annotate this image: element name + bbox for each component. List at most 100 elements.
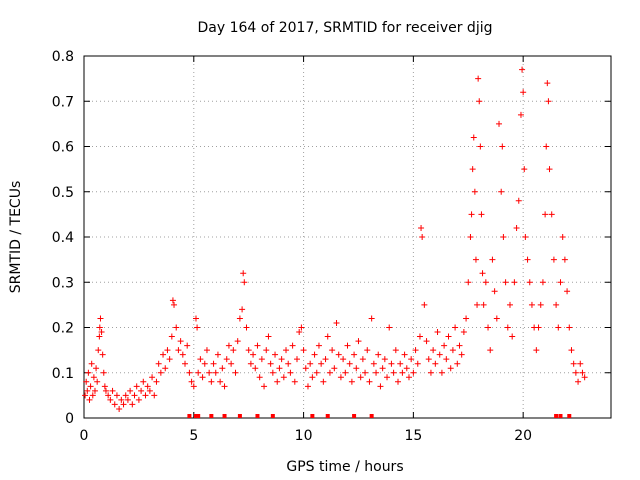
data-point (307, 360, 314, 367)
data-point (375, 351, 382, 358)
data-point (322, 356, 329, 363)
data-point (443, 356, 450, 363)
data-point (138, 387, 145, 394)
data-point (476, 98, 483, 105)
data-point (87, 383, 94, 390)
data-point (570, 360, 577, 367)
data-point (452, 324, 459, 331)
data-point (258, 356, 265, 363)
data-point (421, 301, 428, 308)
x-tick-label: 0 (80, 428, 89, 444)
data-point (283, 347, 290, 354)
data-point (405, 374, 412, 381)
data-point (140, 378, 147, 385)
data-point (500, 234, 507, 240)
data-point (221, 383, 228, 390)
data-point (520, 89, 527, 96)
data-point (436, 351, 443, 358)
data-point (287, 369, 294, 376)
data-point (425, 356, 432, 363)
data-point (109, 387, 116, 394)
data-point (441, 342, 448, 349)
data-point (418, 224, 425, 231)
data-point (315, 342, 322, 349)
data-points (82, 66, 588, 412)
data-point (513, 224, 520, 231)
data-point (208, 378, 215, 385)
data-point (381, 356, 388, 363)
data-point (524, 256, 531, 263)
data-point (223, 356, 230, 363)
data-point (302, 365, 309, 372)
data-point (388, 360, 395, 367)
gap-marker (567, 414, 572, 418)
data-point (210, 360, 217, 367)
data-point (234, 338, 241, 345)
data-point (228, 360, 235, 367)
data-point (184, 342, 191, 349)
gap-marker (222, 414, 227, 418)
data-point (412, 347, 419, 354)
data-point (568, 347, 575, 354)
data-point (124, 396, 131, 403)
data-point (98, 329, 105, 336)
data-point (272, 351, 279, 358)
data-point (199, 374, 206, 381)
data-point (506, 301, 513, 308)
data-point (111, 401, 118, 408)
data-point (206, 369, 213, 376)
data-point (499, 143, 506, 150)
data-point (485, 324, 492, 331)
gap-markers (187, 414, 572, 418)
data-point (105, 392, 112, 399)
data-point (353, 365, 360, 372)
data-point (214, 351, 221, 358)
data-point (82, 392, 89, 399)
data-point (474, 301, 481, 308)
data-point (579, 369, 586, 376)
gap-marker (193, 414, 198, 418)
data-point (553, 301, 560, 308)
data-point (95, 347, 102, 354)
data-point (236, 315, 243, 322)
data-point (197, 356, 204, 363)
gap-marker (196, 414, 201, 418)
data-point (225, 342, 232, 349)
data-point (384, 374, 391, 381)
data-point (313, 369, 320, 376)
data-point (107, 396, 114, 403)
data-point (160, 351, 167, 358)
data-point (232, 369, 239, 376)
data-point (528, 301, 535, 308)
data-point (201, 360, 208, 367)
data-point (537, 301, 544, 308)
data-point (342, 369, 349, 376)
data-point (173, 324, 180, 331)
data-point (291, 378, 298, 385)
y-tick-label: 0.2 (52, 321, 74, 337)
axis-ticks: 0 5 10 15 20 0 0.1 0.2 0.3 0.4 0.5 0.6 0.7 0.8 (52, 49, 611, 444)
data-point (85, 369, 92, 376)
data-point (414, 360, 421, 367)
data-point (449, 347, 456, 354)
data-point (179, 351, 186, 358)
data-point (517, 111, 524, 118)
data-point (166, 356, 173, 363)
data-point (93, 365, 100, 372)
data-point (219, 365, 226, 372)
data-point (113, 392, 120, 399)
data-point (333, 319, 340, 326)
data-point (521, 166, 528, 173)
data-point (373, 369, 380, 376)
data-point (90, 374, 97, 381)
data-point (127, 387, 134, 394)
data-point (370, 360, 377, 367)
x-tick-label: 10 (295, 428, 313, 444)
y-axis-label: SRMTID / TECUs (8, 181, 24, 294)
data-point (460, 329, 467, 336)
data-point (162, 365, 169, 372)
data-point (515, 197, 522, 204)
data-point (351, 351, 358, 358)
data-point (550, 256, 557, 263)
